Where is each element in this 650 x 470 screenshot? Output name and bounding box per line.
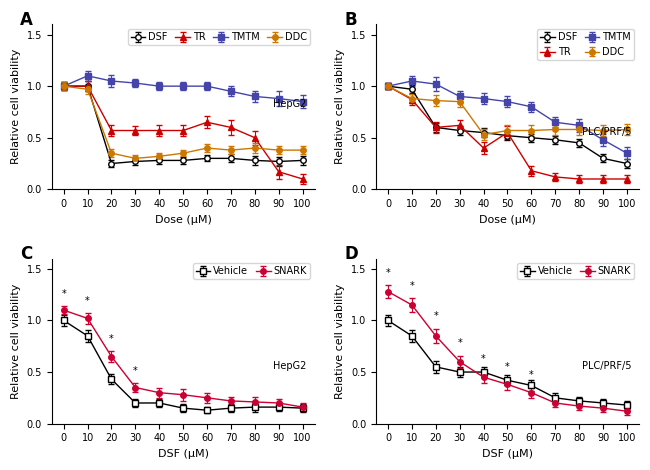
Text: *: * — [529, 370, 534, 380]
Text: *: * — [505, 362, 510, 372]
Legend: DSF, TR, TMTM, DDC: DSF, TR, TMTM, DDC — [538, 29, 634, 60]
Text: *: * — [458, 338, 462, 348]
X-axis label: Dose (μM): Dose (μM) — [155, 215, 212, 225]
Text: *: * — [85, 296, 90, 306]
Text: *: * — [481, 354, 486, 364]
Text: *: * — [434, 312, 438, 321]
Legend: Vehicle, SNARK: Vehicle, SNARK — [193, 264, 309, 279]
Text: A: A — [20, 11, 33, 29]
Text: *: * — [385, 268, 391, 278]
Text: *: * — [410, 281, 414, 290]
Text: PLC/PRF/5: PLC/PRF/5 — [582, 361, 631, 371]
Legend: Vehicle, SNARK: Vehicle, SNARK — [517, 264, 634, 279]
X-axis label: DSF (μM): DSF (μM) — [158, 449, 209, 459]
Text: *: * — [133, 366, 138, 376]
Y-axis label: Relative cell viability: Relative cell viability — [335, 49, 345, 164]
X-axis label: DSF (μM): DSF (μM) — [482, 449, 533, 459]
Legend: DSF, TR, TMTM, DDC: DSF, TR, TMTM, DDC — [127, 29, 309, 45]
Text: HepG2: HepG2 — [273, 361, 307, 371]
Text: HepG2: HepG2 — [273, 99, 307, 109]
Text: C: C — [20, 245, 32, 263]
Y-axis label: Relative cell viability: Relative cell viability — [11, 283, 21, 399]
Text: PLC/PRF/5: PLC/PRF/5 — [582, 126, 631, 137]
Text: D: D — [344, 245, 358, 263]
Y-axis label: Relative cell viability: Relative cell viability — [335, 283, 345, 399]
Text: B: B — [344, 11, 357, 29]
Text: *: * — [109, 334, 114, 344]
X-axis label: Dose (μM): Dose (μM) — [479, 215, 536, 225]
Y-axis label: Relative cell viability: Relative cell viability — [11, 49, 21, 164]
Text: *: * — [61, 289, 66, 299]
